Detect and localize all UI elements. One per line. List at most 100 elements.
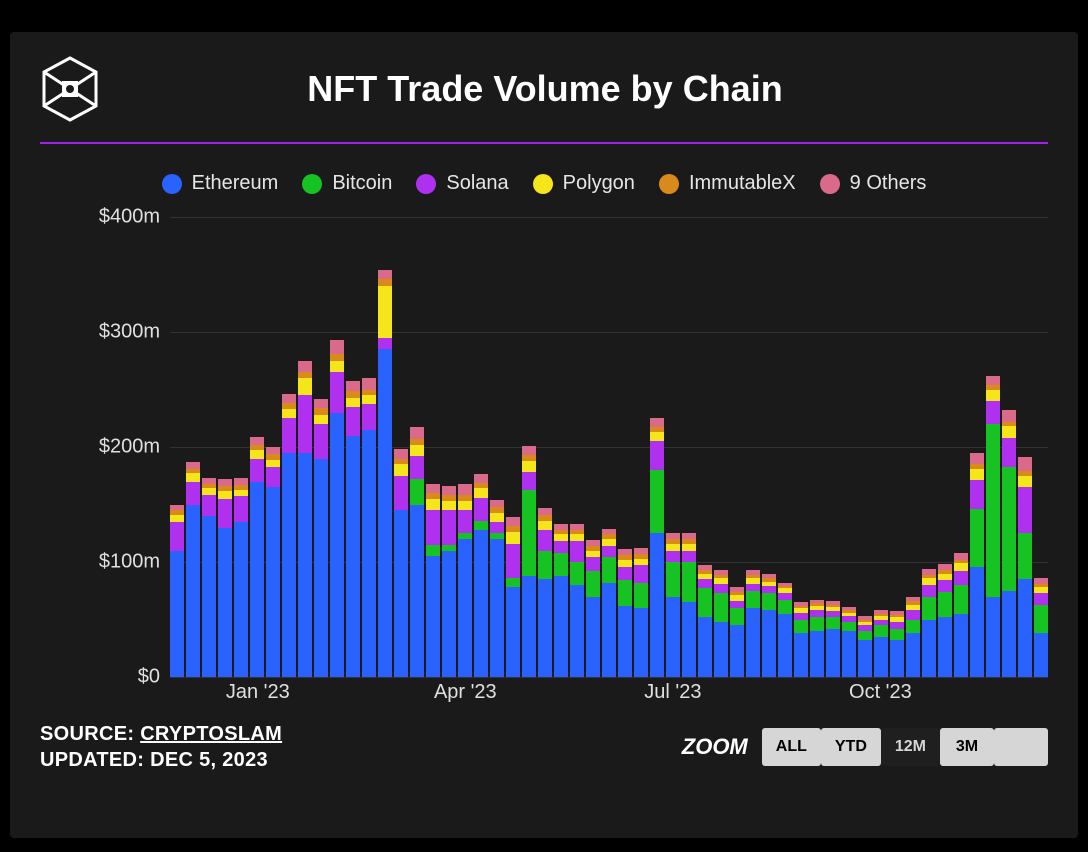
bar-segment-bitcoin [746, 591, 760, 608]
bar[interactable] [730, 587, 744, 677]
bar-segment-polygon [586, 551, 600, 558]
legend-label: Bitcoin [332, 172, 392, 195]
zoom-button-blank[interactable] [994, 728, 1048, 766]
zoom-button-12m[interactable]: 12M [881, 728, 940, 766]
bar[interactable] [234, 478, 248, 677]
bar[interactable] [490, 500, 504, 677]
zoom-button-ytd[interactable]: YTD [821, 728, 881, 766]
bar[interactable] [282, 394, 296, 677]
bar-segment-others [522, 446, 536, 455]
bar-segment-ethereum [826, 629, 840, 677]
bar[interactable] [810, 600, 824, 677]
bar[interactable] [186, 462, 200, 677]
bar-segment-bitcoin [666, 562, 680, 597]
bar-segment-bitcoin [602, 557, 616, 582]
bar[interactable] [634, 548, 648, 677]
bar[interactable] [506, 517, 520, 677]
bar[interactable] [970, 453, 984, 677]
bar-segment-bitcoin [650, 470, 664, 533]
bar[interactable] [346, 381, 360, 677]
plot-area [170, 217, 1048, 677]
bar[interactable] [298, 361, 312, 677]
source-name[interactable]: CRYPTOSLAM [140, 723, 282, 745]
bar[interactable] [314, 399, 328, 677]
bar-segment-ethereum [602, 583, 616, 677]
bar[interactable] [362, 378, 376, 677]
bar[interactable] [218, 479, 232, 677]
bar[interactable] [570, 524, 584, 677]
legend-item-solana[interactable]: Solana [416, 172, 508, 195]
bar-segment-ethereum [362, 430, 376, 677]
bar-segment-bitcoin [506, 578, 520, 587]
bar[interactable] [618, 549, 632, 677]
bar[interactable] [938, 564, 952, 677]
bar[interactable] [586, 540, 600, 677]
bar[interactable] [474, 474, 488, 678]
bar[interactable] [442, 486, 456, 677]
bar-segment-ethereum [522, 576, 536, 677]
bar[interactable] [794, 602, 808, 677]
bar-segment-ethereum [186, 505, 200, 678]
bar[interactable] [890, 611, 904, 677]
legend-item-bitcoin[interactable]: Bitcoin [302, 172, 392, 195]
zoom-button-3m[interactable]: 3M [940, 728, 994, 766]
bar-segment-solana [426, 510, 440, 545]
bar[interactable] [538, 508, 552, 677]
legend-dot-icon [162, 174, 182, 194]
bar[interactable] [650, 418, 664, 677]
bar[interactable] [762, 574, 776, 677]
bar[interactable] [426, 484, 440, 677]
bar-segment-others [314, 399, 328, 408]
bar-segment-bitcoin [474, 521, 488, 530]
legend-item-immutablex[interactable]: ImmutableX [659, 172, 796, 195]
bar-segment-polygon [378, 286, 392, 338]
bar[interactable] [378, 270, 392, 677]
bar[interactable] [858, 616, 872, 677]
bar-segment-solana [746, 584, 760, 591]
bar[interactable] [1034, 578, 1048, 677]
bar-segment-ethereum [442, 551, 456, 678]
legend-item-others[interactable]: 9 Others [820, 172, 927, 195]
legend-item-polygon[interactable]: Polygon [533, 172, 635, 195]
bar[interactable] [666, 533, 680, 677]
bar-segment-solana [634, 565, 648, 582]
bar[interactable] [1018, 457, 1032, 677]
bar[interactable] [698, 565, 712, 677]
legend-item-ethereum[interactable]: Ethereum [162, 172, 279, 195]
bar[interactable] [602, 529, 616, 677]
bar[interactable] [1002, 410, 1016, 677]
bar[interactable] [250, 437, 264, 677]
bar[interactable] [906, 597, 920, 677]
bar[interactable] [714, 570, 728, 677]
bar[interactable] [682, 533, 696, 677]
bar[interactable] [746, 570, 760, 677]
bar-segment-polygon [218, 491, 232, 499]
bar[interactable] [330, 340, 344, 677]
bar-segment-ethereum [922, 620, 936, 678]
bar[interactable] [986, 376, 1000, 677]
bar-segment-polygon [186, 473, 200, 481]
bar-segment-bitcoin [538, 551, 552, 580]
bar-segment-bitcoin [570, 562, 584, 585]
bar[interactable] [522, 446, 536, 677]
y-tick-label: $0 [50, 666, 160, 689]
bar-segment-ethereum [746, 608, 760, 677]
bar[interactable] [778, 583, 792, 677]
bar[interactable] [842, 607, 856, 677]
bar[interactable] [410, 427, 424, 677]
bar[interactable] [874, 610, 888, 677]
bar[interactable] [826, 601, 840, 677]
bar-segment-polygon [618, 560, 632, 567]
bar[interactable] [554, 524, 568, 677]
chart-panel: NFT Trade Volume by Chain EthereumBitcoi… [10, 32, 1078, 838]
bar[interactable] [170, 505, 184, 677]
zoom-button-all[interactable]: ALL [762, 728, 821, 766]
bar[interactable] [458, 484, 472, 677]
bar[interactable] [954, 553, 968, 677]
bar-segment-solana [602, 546, 616, 558]
bar[interactable] [266, 447, 280, 677]
bar[interactable] [394, 449, 408, 677]
bar[interactable] [202, 478, 216, 677]
bar[interactable] [922, 569, 936, 677]
bar-segment-polygon [458, 501, 472, 510]
